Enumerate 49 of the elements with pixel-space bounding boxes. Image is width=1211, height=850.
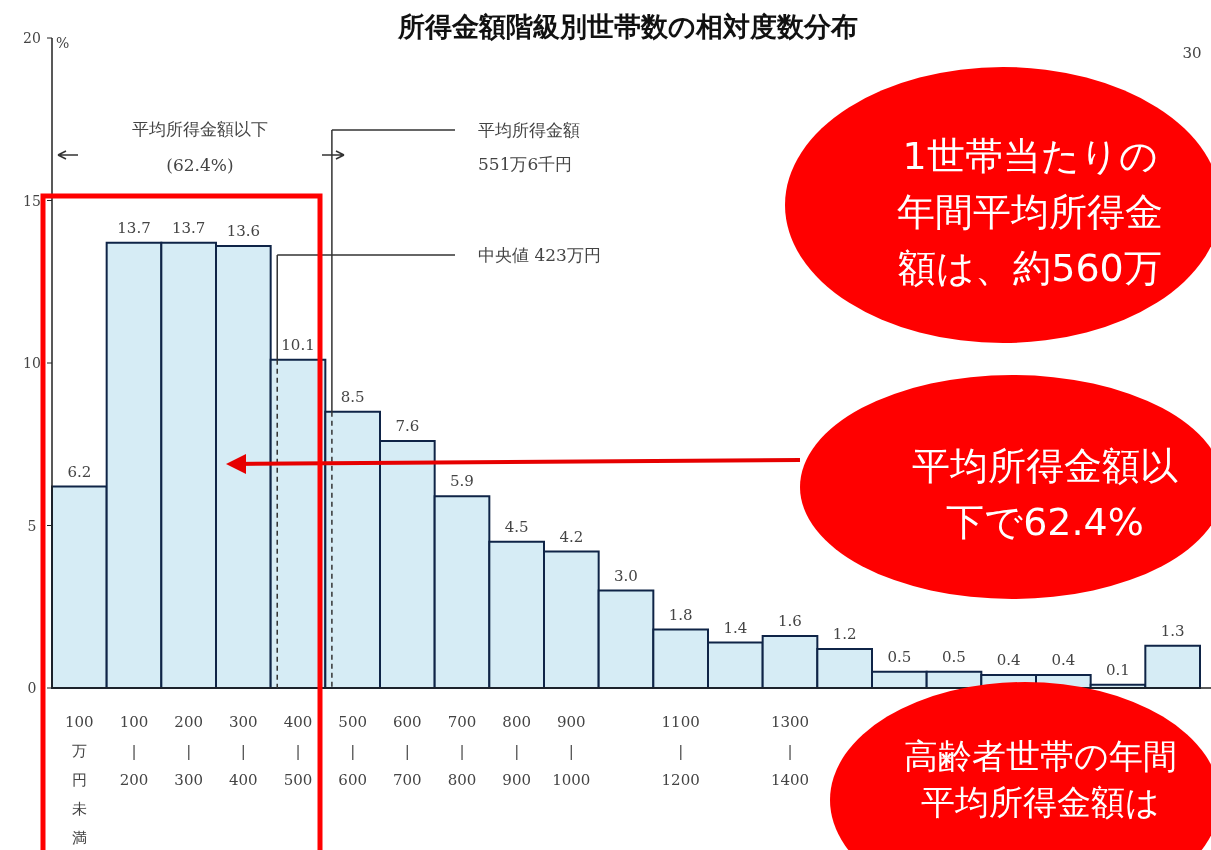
x-tick-label: 200 | 300 xyxy=(174,713,203,789)
data-label: 1.8 xyxy=(668,605,693,624)
x-tick-label: 1300 | 1400 xyxy=(770,713,810,789)
x-tick-label: 1100 | 1200 xyxy=(661,713,700,789)
annotation: 平均所得金額 551万6千円 xyxy=(478,120,580,174)
annotation: 1世帯当たりの年間平均所得金額は、約560万 xyxy=(897,133,1163,290)
data-label: 0.5 xyxy=(942,647,966,666)
data-label: 0.4 xyxy=(1051,651,1076,669)
y-axis-title: % xyxy=(56,35,70,51)
data-label: 0.5 xyxy=(887,647,912,666)
chart-title: 所得金額階級別世帯数の相対度数分布 xyxy=(397,11,858,42)
y-tick-label: 5 xyxy=(27,517,37,534)
x-tick-label: 800 | 900 xyxy=(502,713,531,789)
data-label: 4.2 xyxy=(559,527,584,546)
y-tick-label: 15 xyxy=(23,192,41,209)
annotation: 1世帯当たりの年間平均所得金額は、約560万 xyxy=(785,67,1211,343)
x-tick-label: 600 | 700 xyxy=(393,713,422,789)
x-tick-label: 900 | 1000 xyxy=(552,713,591,789)
data-label: 1.4 xyxy=(723,618,748,637)
data-label: 5.9 xyxy=(450,472,474,491)
y-tick-label: 10 xyxy=(23,355,41,371)
data-label: 4.5 xyxy=(504,517,529,536)
annotation: 平均所得金額以下で62.4% xyxy=(912,443,1178,544)
data-label: 0.4 xyxy=(996,651,1021,669)
annotation: 高齢者世帯の年間平均所得金額は xyxy=(830,682,1211,850)
data-label: 0.1 xyxy=(1106,660,1130,679)
x-tick-label: 300 | 400 xyxy=(229,713,258,789)
annotation: 30 xyxy=(1182,44,1202,62)
x-tick-label: 700 | 800 xyxy=(447,713,477,789)
y-tick-label: 0 xyxy=(27,680,37,696)
data-label: 1.3 xyxy=(1160,621,1185,640)
x-tick-label: 500 | 600 xyxy=(338,713,367,789)
data-label: 8.5 xyxy=(340,387,365,406)
annotation: 平均所得金額以下 (62.4%) xyxy=(132,119,268,175)
data-label: 13.6 xyxy=(226,222,261,240)
x-tick-label: 100万円未満 xyxy=(65,713,94,847)
data-label: 13.7 xyxy=(117,218,151,237)
data-label: 13.7 xyxy=(171,218,206,237)
x-tick-label: 400 | 500 xyxy=(283,713,313,789)
data-label: 3.0 xyxy=(614,566,638,585)
data-label: 10.1 xyxy=(281,335,315,354)
data-label: 6.2 xyxy=(67,462,92,481)
data-label: 1.2 xyxy=(832,625,857,643)
data-label: 1.6 xyxy=(778,612,802,630)
data-label: 7.6 xyxy=(395,417,420,435)
x-tick-label: 100 | 200 xyxy=(119,713,149,789)
annotation: 中央値 423万円 xyxy=(478,245,601,265)
y-tick-label: 20 xyxy=(23,30,41,46)
annotation: 平均所得金額以下 (62.4%) xyxy=(57,119,345,175)
